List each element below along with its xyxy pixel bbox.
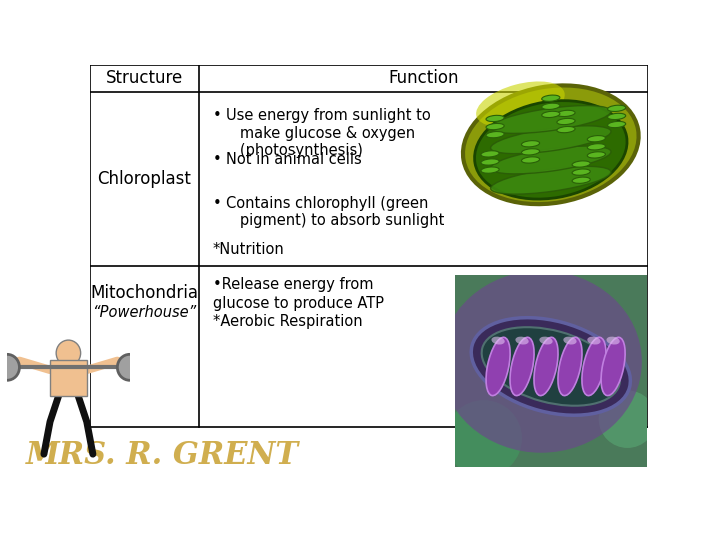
Ellipse shape [608, 122, 626, 127]
Ellipse shape [446, 400, 522, 477]
Ellipse shape [588, 336, 600, 345]
Ellipse shape [534, 338, 558, 396]
Text: *Nutrition: *Nutrition [213, 241, 284, 256]
Ellipse shape [557, 118, 575, 125]
Text: •: • [213, 196, 222, 211]
Ellipse shape [606, 336, 620, 345]
Ellipse shape [490, 126, 611, 153]
Ellipse shape [516, 336, 528, 345]
Text: •: • [213, 152, 222, 167]
Ellipse shape [582, 338, 606, 396]
Ellipse shape [588, 136, 606, 142]
Text: Structure: Structure [106, 69, 183, 87]
Text: •: • [213, 109, 222, 124]
Ellipse shape [588, 152, 606, 158]
Ellipse shape [541, 111, 560, 118]
Ellipse shape [563, 336, 577, 345]
Text: Contains chlorophyll (green
   pigment) to absorb sunlight: Contains chlorophyll (green pigment) to … [225, 196, 444, 228]
Text: glucose to produce ATP: glucose to produce ATP [213, 295, 384, 310]
Circle shape [117, 354, 142, 380]
Ellipse shape [490, 106, 611, 133]
Ellipse shape [558, 338, 582, 396]
Ellipse shape [521, 157, 539, 163]
Text: •Release energy from: •Release energy from [213, 277, 373, 292]
Ellipse shape [476, 82, 564, 127]
Ellipse shape [588, 144, 606, 150]
Text: Function: Function [388, 69, 459, 87]
Ellipse shape [608, 113, 626, 119]
Ellipse shape [490, 166, 611, 194]
Text: *Aerobic Respiration: *Aerobic Respiration [213, 314, 362, 329]
Ellipse shape [539, 336, 553, 345]
Ellipse shape [463, 85, 639, 204]
Bar [50, 360, 87, 396]
Ellipse shape [572, 169, 590, 176]
Ellipse shape [486, 338, 510, 396]
Ellipse shape [557, 110, 575, 117]
Circle shape [56, 340, 81, 366]
Ellipse shape [557, 126, 575, 133]
Text: MRS. R. GRENT: MRS. R. GRENT [26, 440, 299, 471]
Ellipse shape [490, 146, 611, 174]
Ellipse shape [481, 151, 499, 157]
Ellipse shape [572, 161, 590, 167]
Ellipse shape [486, 132, 504, 138]
Ellipse shape [482, 327, 620, 406]
Ellipse shape [541, 103, 560, 110]
Text: “Powerhouse”: “Powerhouse” [92, 305, 197, 320]
Ellipse shape [572, 177, 590, 184]
Ellipse shape [481, 167, 499, 173]
Text: Use energy from sunlight to
   make glucose & oxygen
   (photosynthesis): Use energy from sunlight to make glucose… [225, 109, 431, 158]
Ellipse shape [486, 124, 504, 130]
Ellipse shape [492, 336, 505, 345]
Ellipse shape [474, 100, 627, 199]
Ellipse shape [486, 116, 504, 122]
Ellipse shape [608, 105, 626, 111]
Ellipse shape [481, 159, 499, 165]
Text: Mitochondria: Mitochondria [91, 285, 199, 302]
Circle shape [0, 354, 19, 380]
Ellipse shape [471, 318, 631, 415]
Text: Not in animal cells: Not in animal cells [225, 152, 361, 167]
Ellipse shape [601, 338, 625, 396]
Ellipse shape [441, 271, 642, 453]
Ellipse shape [599, 390, 656, 448]
Ellipse shape [541, 95, 560, 102]
Ellipse shape [521, 140, 539, 147]
Text: Chloroplast: Chloroplast [97, 170, 192, 188]
Ellipse shape [510, 338, 534, 396]
Ellipse shape [521, 148, 539, 155]
